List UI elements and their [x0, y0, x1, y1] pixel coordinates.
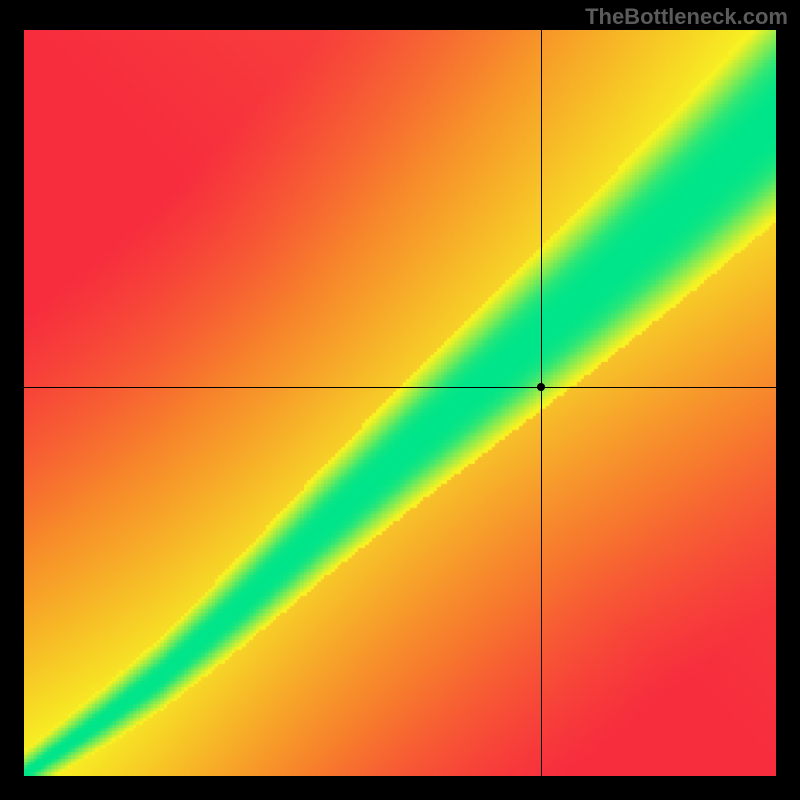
crosshair-vertical: [541, 30, 542, 776]
crosshair-horizontal: [24, 387, 776, 388]
heatmap-canvas: [24, 30, 776, 776]
heatmap-plot: [24, 30, 776, 776]
crosshair-marker: [537, 383, 545, 391]
watermark-text: TheBottleneck.com: [585, 4, 788, 30]
chart-container: TheBottleneck.com: [0, 0, 800, 800]
